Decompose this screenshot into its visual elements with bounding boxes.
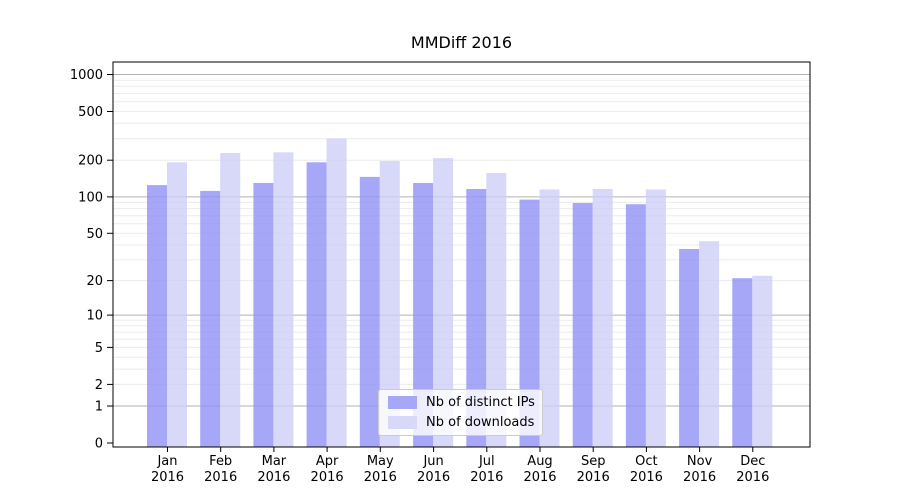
bar-downloads-mar [273, 152, 294, 447]
x-tick-label-month: Aug [527, 454, 552, 469]
bar-distinct-ips-aug [519, 199, 540, 447]
chart-title: MMDiff 2016 [410, 33, 513, 52]
y-tick-label: 1 [95, 400, 103, 415]
bar-distinct-ips-feb [200, 190, 221, 447]
y-tick-label: 5 [95, 341, 103, 356]
bar-downloads-oct [645, 189, 666, 447]
x-tick-label-month: May [367, 454, 394, 469]
x-tick-label-year: 2016 [151, 470, 184, 485]
bar-downloads-dec [752, 275, 773, 447]
x-tick-label-month: Sep [581, 454, 606, 469]
bar-downloads-jul [486, 173, 507, 447]
x-tick-label-year: 2016 [523, 470, 556, 485]
y-tick-label: 10 [86, 309, 103, 324]
bar-distinct-ips-sep [572, 203, 593, 447]
x-tick-label-month: Jun [422, 454, 443, 469]
legend-swatch-distinct-ips [388, 396, 417, 409]
x-tick-label-year: 2016 [577, 470, 610, 485]
y-tick-label: 100 [78, 190, 103, 205]
bar-downloads-aug [539, 189, 560, 447]
bar-downloads-may [379, 161, 400, 447]
x-tick-label-year: 2016 [470, 470, 503, 485]
y-tick-label: 500 [78, 105, 103, 120]
bar-distinct-ips-oct [625, 204, 646, 447]
y-tick-label: 0 [95, 437, 103, 452]
bar-distinct-ips-mar [253, 183, 274, 447]
bar-downloads-jan [167, 162, 187, 447]
bar-distinct-ips-jun [413, 183, 434, 447]
legend-box: Nb of distinct IPs Nb of downloads [378, 389, 543, 436]
legend-label-downloads: Nb of downloads [426, 415, 535, 430]
y-tick-label: 2 [95, 378, 103, 393]
y-tick-label: 1000 [70, 68, 103, 83]
bar-downloads-sep [592, 189, 613, 447]
bar-distinct-ips-may [359, 176, 380, 447]
bar-distinct-ips-apr [306, 162, 327, 447]
x-tick-label-year: 2016 [417, 470, 450, 485]
x-tick-label-month: Jan [156, 454, 177, 469]
x-tick-label-year: 2016 [683, 470, 716, 485]
bar-distinct-ips-nov [679, 249, 700, 447]
bar-downloads-feb [220, 153, 241, 447]
plot-area [113, 74, 810, 447]
x-tick-label-year: 2016 [364, 470, 397, 485]
plot-border [112, 61, 811, 448]
x-tick-label-month: Mar [262, 454, 287, 469]
x-tick-label-year: 2016 [630, 470, 663, 485]
x-tick-label-month: Apr [316, 454, 339, 469]
x-tick-label-month: Dec [740, 454, 765, 469]
y-tick-label: 20 [86, 274, 103, 289]
bar-distinct-ips-jan [147, 185, 167, 447]
x-tick-label-year: 2016 [204, 470, 237, 485]
x-tick-label-month: Oct [635, 454, 657, 469]
legend-swatch-downloads [388, 416, 417, 429]
legend-label-distinct-ips: Nb of distinct IPs [426, 395, 535, 410]
legend-entry-distinct-ips: Nb of distinct IPs [388, 395, 535, 410]
x-tick-label-year: 2016 [257, 470, 290, 485]
y-tick-label: 200 [78, 154, 103, 169]
bar-distinct-ips-dec [732, 278, 753, 447]
x-tick-label-year: 2016 [311, 470, 344, 485]
legend-entry-downloads: Nb of downloads [388, 415, 535, 430]
bar-downloads-jun [433, 158, 454, 447]
x-tick-label-month: Nov [687, 454, 713, 469]
y-tick-label: 50 [86, 227, 103, 242]
bar-downloads-nov [699, 241, 720, 447]
x-tick-label-month: Feb [209, 454, 232, 469]
x-tick-label-year: 2016 [736, 470, 769, 485]
x-tick-label-month: Jul [478, 454, 495, 469]
bar-downloads-apr [326, 138, 347, 447]
bar-distinct-ips-jul [466, 189, 487, 447]
